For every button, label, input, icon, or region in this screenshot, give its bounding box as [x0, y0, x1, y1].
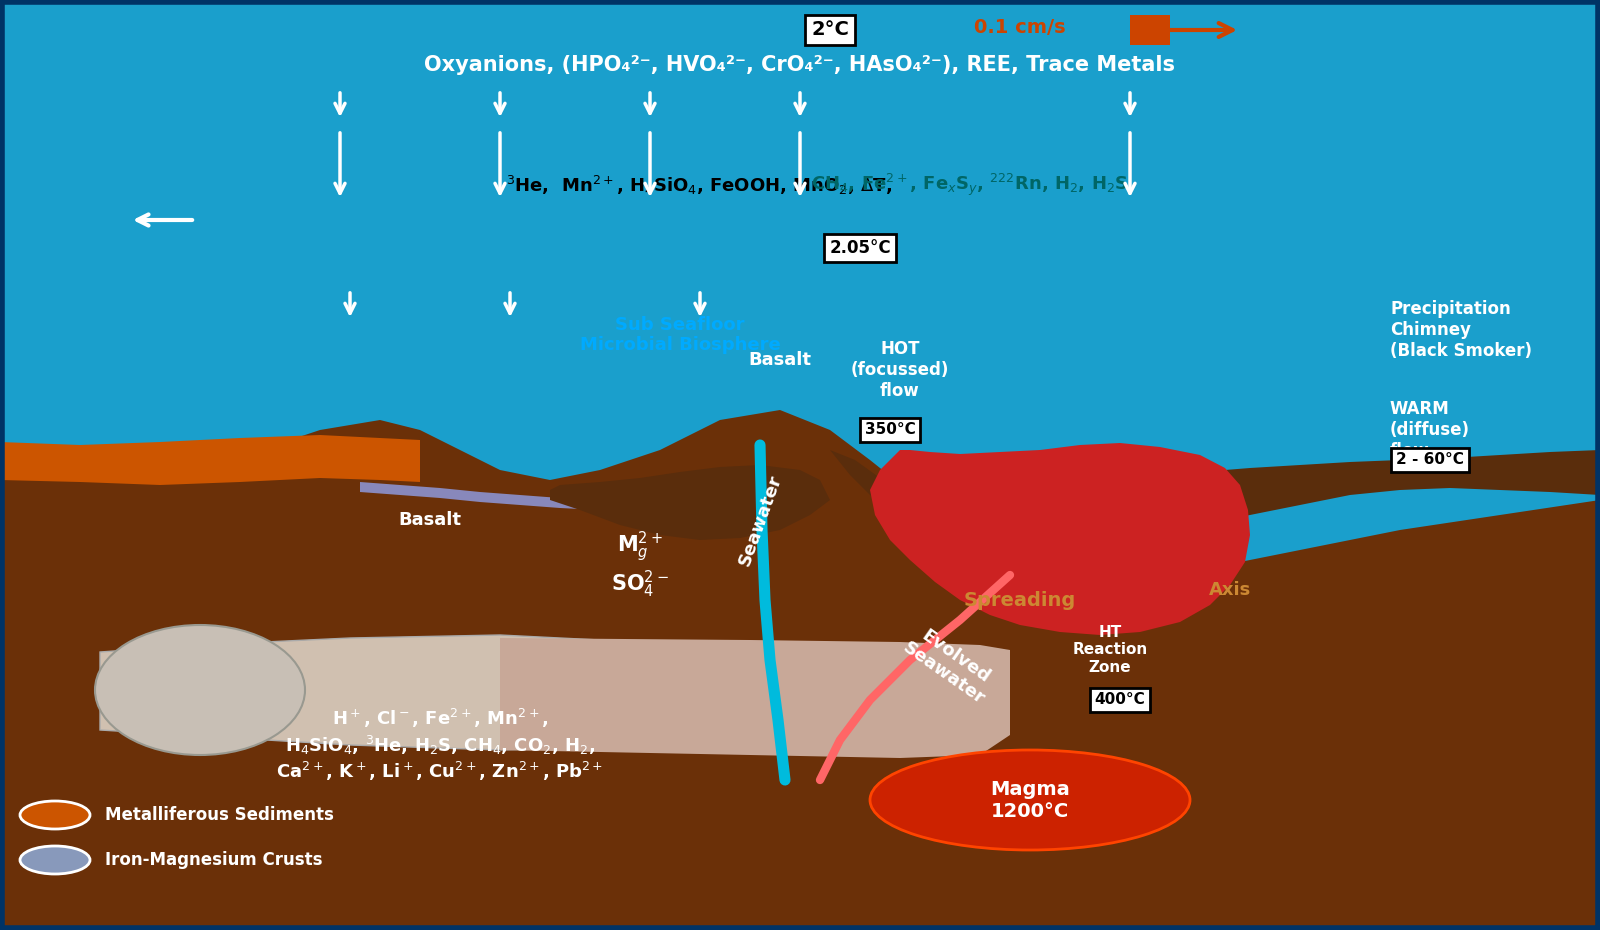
Text: Iron-Magnesium Crusts: Iron-Magnesium Crusts [106, 851, 323, 869]
Text: $^3$He,  Mn$^{2+}$, H$_4$SiO$_4$, FeOOH, MnO$_2$, $\Delta$T,: $^3$He, Mn$^{2+}$, H$_4$SiO$_4$, FeOOH, … [506, 174, 894, 196]
Text: M$_g^{2+}$
SO$_4^{2-}$: M$_g^{2+}$ SO$_4^{2-}$ [611, 530, 669, 600]
Text: Basalt: Basalt [749, 351, 811, 369]
Ellipse shape [19, 846, 90, 874]
Ellipse shape [94, 625, 306, 755]
Ellipse shape [870, 750, 1190, 850]
Text: Sub Seafloor
Microbial Biosphere: Sub Seafloor Microbial Biosphere [579, 315, 781, 354]
Text: Axis: Axis [1210, 581, 1251, 599]
Text: Basalt: Basalt [398, 511, 461, 529]
Text: Metalliferous Sediments: Metalliferous Sediments [106, 806, 334, 824]
Polygon shape [830, 450, 1130, 550]
Text: 400°C: 400°C [1094, 693, 1146, 708]
Polygon shape [870, 443, 1250, 635]
Text: Spreading: Spreading [963, 591, 1077, 609]
Text: 2 - 60°C: 2 - 60°C [1397, 453, 1464, 468]
Text: H$^+$, Cl$^-$, Fe$^{2+}$, Mn$^{2+}$,
H$_4$SiO$_4$, $^3$He, H$_2$S, CH$_4$, CO$_2: H$^+$, Cl$^-$, Fe$^{2+}$, Mn$^{2+}$, H$_… [277, 707, 603, 783]
Text: 2.05°C: 2.05°C [829, 239, 891, 257]
Text: 0.1 cm/s: 0.1 cm/s [974, 19, 1066, 37]
Text: HOT
(focussed)
flow: HOT (focussed) flow [851, 340, 949, 400]
Text: WARM
(diffuse)
flow: WARM (diffuse) flow [1390, 400, 1470, 459]
Polygon shape [499, 638, 1010, 758]
Polygon shape [360, 482, 630, 512]
Text: Oxyanions, (HPO₄²⁻, HVO₄²⁻, CrO₄²⁻, HAsO₄²⁻), REE, Trace Metals: Oxyanions, (HPO₄²⁻, HVO₄²⁻, CrO₄²⁻, HAsO… [424, 55, 1176, 75]
Polygon shape [960, 450, 1600, 535]
Polygon shape [550, 465, 830, 540]
Text: 350°C: 350°C [864, 422, 915, 437]
Polygon shape [99, 635, 600, 750]
Text: Precipitation
Chimney
(Black Smoker): Precipitation Chimney (Black Smoker) [1390, 300, 1533, 360]
Text: Seawater: Seawater [734, 472, 786, 568]
Text: HT
Reaction
Zone: HT Reaction Zone [1072, 625, 1147, 675]
Ellipse shape [19, 801, 90, 829]
Text: 2°C: 2°C [811, 20, 850, 39]
Polygon shape [0, 435, 419, 485]
Text: CH$_4$, Fe$^{2+}$, Fe$_x$S$_y$, $^{222}$Rn, H$_2$, H$_2$S: CH$_4$, Fe$^{2+}$, Fe$_x$S$_y$, $^{222}$… [811, 172, 1128, 198]
Polygon shape [0, 410, 1600, 930]
Bar [1130, 15, 1170, 45]
Text: Magma
1200°C: Magma 1200°C [990, 779, 1070, 820]
Text: Evolved
Seawater: Evolved Seawater [899, 621, 1000, 709]
